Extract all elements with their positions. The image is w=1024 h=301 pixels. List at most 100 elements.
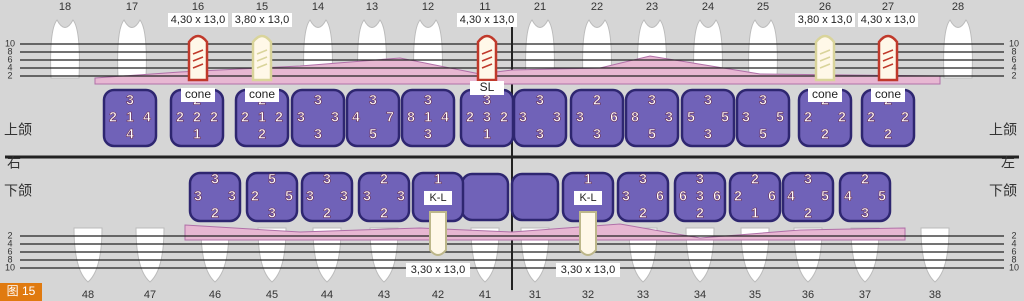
scale-label: 10 [1009, 38, 1019, 48]
pocket-depth: 3 [306, 188, 314, 204]
tooth-number: 34 [694, 289, 706, 301]
pocket-depth: 3 [297, 109, 305, 125]
tooth-number: 15 [256, 1, 268, 13]
pocket-depth: 5 [369, 126, 377, 142]
tooth-number: 17 [126, 1, 138, 13]
pocket-depth: 2 [804, 205, 812, 221]
pocket-depth: 5 [821, 188, 829, 204]
pocket-depth: 3 [228, 188, 236, 204]
implant-thread [819, 49, 831, 55]
pocket-depth: 5 [878, 188, 886, 204]
implant-thread [882, 63, 894, 69]
pocket-depth: 3 [593, 126, 601, 142]
scale-label: 10 [5, 38, 15, 48]
tooth-number: 11 [479, 1, 490, 13]
pocket-depth: 4 [126, 126, 134, 142]
tooth-number: 43 [378, 289, 390, 301]
implant-thread [481, 63, 493, 69]
pocket-depth: 1 [126, 109, 134, 125]
scale-label: 6 [1011, 246, 1016, 256]
implant [877, 34, 899, 82]
pocket-depth: 5 [721, 109, 729, 125]
label-box [245, 88, 279, 102]
pocket-depth: 2 [275, 109, 283, 125]
pocket-depth: 3 [861, 205, 869, 221]
implant-tag: cone [875, 87, 901, 101]
pocket-depth: 2 [696, 205, 704, 221]
pocket-depth: 3 [126, 92, 134, 108]
pocket-depth: 3 [397, 188, 405, 204]
pocket-depth: 2 [901, 109, 909, 125]
tooth-number: 21 [534, 1, 546, 13]
pocket-depth: 3 [424, 126, 432, 142]
pocket-depth: 6 [656, 188, 664, 204]
scale-label: 4 [1011, 62, 1016, 72]
scale-label: 8 [7, 46, 12, 56]
tooth-number: 31 [529, 289, 541, 301]
implant-thread [481, 56, 493, 62]
pocket-depth: 3 [363, 188, 371, 204]
pocket-depth: 3 [648, 92, 656, 108]
pocket-depth: 3 [696, 171, 704, 187]
pocket-depth: 2 [821, 126, 829, 142]
implant-size: 3,80 x 13,0 [798, 14, 852, 26]
pocket-depth: 3 [323, 171, 331, 187]
pocket-depth: 1 [751, 205, 759, 221]
implant-size: 4,30 x 13,0 [861, 14, 915, 26]
blank-square [510, 172, 560, 222]
implant-size: 3,80 x 13,0 [235, 14, 289, 26]
pocket-depth: 2 [258, 126, 266, 142]
pocket-depth: 4 [441, 109, 449, 125]
tooth [525, 19, 555, 79]
pocket-depth: 3 [696, 188, 704, 204]
tooth-label: K-L [429, 192, 446, 204]
tooth-number: 47 [144, 289, 156, 301]
pocket-depth: 3 [424, 92, 432, 108]
pocket-depth: 3 [194, 188, 202, 204]
tooth-square [680, 88, 736, 148]
tooth [582, 19, 612, 79]
scale-label: 6 [7, 54, 12, 64]
implant-size: 4,30 x 13,0 [460, 14, 514, 26]
scale-label: 2 [1011, 230, 1016, 240]
pocket-depth: 3 [704, 92, 712, 108]
figure-badge [0, 283, 42, 301]
pocket-depth: 2 [210, 109, 218, 125]
label-box [457, 13, 517, 27]
pocket-depth: 6 [610, 109, 618, 125]
pocket-depth: 6 [768, 188, 776, 204]
tooth [748, 19, 778, 79]
tooth-number: 25 [757, 1, 769, 13]
pocket-depth: 1 [483, 126, 491, 142]
implant [814, 34, 836, 82]
tooth-number: 46 [209, 289, 221, 301]
tooth-number: 27 [882, 1, 894, 13]
implant-tag: cone [249, 87, 275, 101]
tooth-square [188, 171, 242, 223]
tooth-number: 42 [432, 289, 444, 301]
tooth-square [245, 171, 299, 223]
label-box [181, 88, 215, 102]
implant-tag: SL [480, 80, 495, 94]
tooth [117, 19, 147, 79]
tooth-number: 14 [312, 1, 324, 13]
label-box [795, 13, 855, 27]
pocket-depth: 2 [867, 109, 875, 125]
tooth-square [781, 171, 835, 223]
tooth-number: 37 [859, 289, 871, 301]
pocket-depth: 2 [861, 171, 869, 187]
tooth-number: 26 [819, 1, 831, 13]
implant-thread [256, 56, 268, 62]
scale-label: 4 [7, 62, 12, 72]
side-label: 上颌 [4, 122, 32, 138]
implant-size: 3,30 x 13,0 [561, 264, 615, 276]
pocket-depth: 4 [787, 188, 795, 204]
tooth-number: 33 [637, 289, 649, 301]
pocket-depth: 3 [759, 92, 767, 108]
implant-thread [882, 56, 894, 62]
tooth-number: 35 [749, 289, 761, 301]
implant-thread [481, 49, 493, 55]
scale-label: 2 [7, 70, 12, 80]
pocket-depth: 2 [241, 109, 249, 125]
